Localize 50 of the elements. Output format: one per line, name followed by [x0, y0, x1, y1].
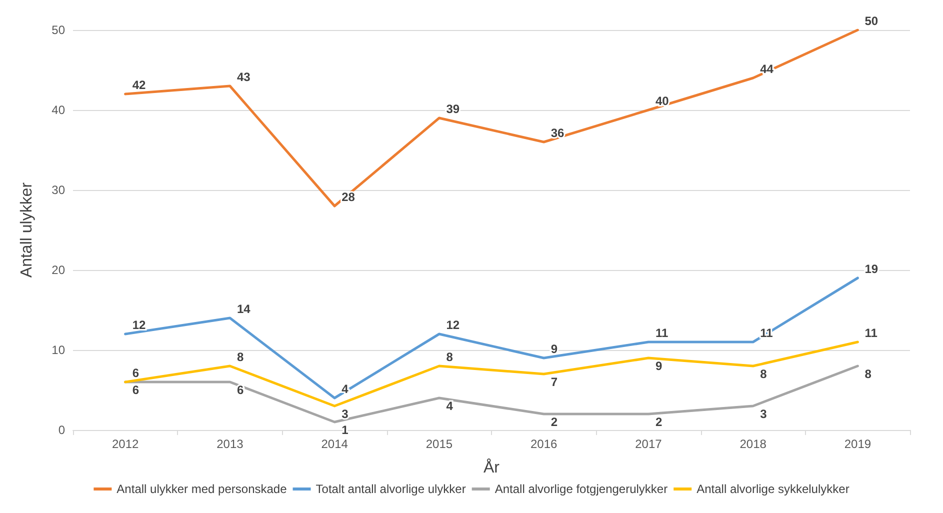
- x-tick-label: 2016: [530, 437, 558, 451]
- x-tick-label: 2019: [844, 437, 872, 451]
- data-label: 9: [550, 342, 558, 356]
- data-label: 8: [446, 350, 454, 364]
- x-tick-label: 2015: [426, 437, 453, 451]
- x-tick-label: 2013: [216, 437, 244, 451]
- line-series: [124, 28, 859, 208]
- data-label: 14: [236, 302, 251, 316]
- x-tick-label: 2018: [740, 437, 767, 451]
- data-label: 19: [864, 262, 878, 276]
- data-label: 4: [446, 399, 454, 413]
- x-axis-title: År: [484, 458, 500, 476]
- legend-label: Antall alvorlige sykkelulykker: [696, 482, 850, 496]
- data-label: 6: [236, 383, 244, 397]
- y-tick-label: 40: [52, 103, 66, 117]
- legend-label: Antall ulykker med personskade: [116, 482, 288, 496]
- legend-label: Totalt antall alvorlige ulykker: [316, 482, 466, 496]
- y-tick-label: 30: [52, 183, 66, 197]
- data-label: 7: [550, 375, 558, 389]
- data-label: 2: [655, 415, 662, 429]
- x-tick-label: 2014: [321, 437, 348, 451]
- data-label: 36: [550, 126, 564, 140]
- x-tick-label: 2017: [635, 437, 662, 451]
- data-label: 2: [550, 415, 558, 429]
- data-label: 3: [342, 407, 349, 421]
- data-label: 9: [655, 359, 662, 373]
- y-axis-title: Antall ulykker: [18, 182, 36, 278]
- data-label: 11: [864, 326, 878, 340]
- y-tick-label: 50: [52, 23, 66, 37]
- line-series: [124, 276, 859, 400]
- data-label: 12: [132, 318, 146, 332]
- data-label: 8: [760, 367, 768, 381]
- data-label: 12: [446, 318, 460, 332]
- data-label: 40: [655, 94, 670, 108]
- data-label: 50: [864, 14, 878, 28]
- data-label: 43: [236, 70, 251, 84]
- y-tick-label: 20: [52, 263, 66, 277]
- data-label: 1: [342, 423, 349, 437]
- data-label: 8: [864, 367, 872, 381]
- data-label: 39: [446, 102, 460, 116]
- data-label: 6: [132, 366, 140, 380]
- data-label: 11: [655, 326, 668, 340]
- legend-label: Antall alvorlige fotgjengerulykker: [494, 482, 668, 496]
- x-tick-label: 2012: [112, 437, 139, 451]
- data-label: 8: [236, 350, 244, 364]
- y-tick-label: 0: [58, 423, 66, 437]
- data-label: 6: [132, 383, 140, 397]
- data-label: 3: [760, 407, 768, 421]
- data-label: 42: [132, 78, 146, 92]
- y-tick-label: 10: [52, 343, 66, 357]
